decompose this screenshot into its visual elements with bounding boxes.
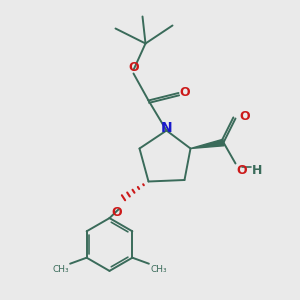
Text: O: O	[112, 206, 122, 219]
Polygon shape	[190, 139, 224, 148]
Text: N: N	[161, 122, 172, 135]
Text: CH₃: CH₃	[150, 265, 167, 274]
Text: O: O	[180, 86, 190, 100]
Text: O: O	[236, 164, 247, 177]
Text: H: H	[252, 164, 262, 177]
Text: CH₃: CH₃	[52, 265, 69, 274]
Text: O: O	[128, 61, 139, 74]
Text: O: O	[239, 110, 250, 124]
